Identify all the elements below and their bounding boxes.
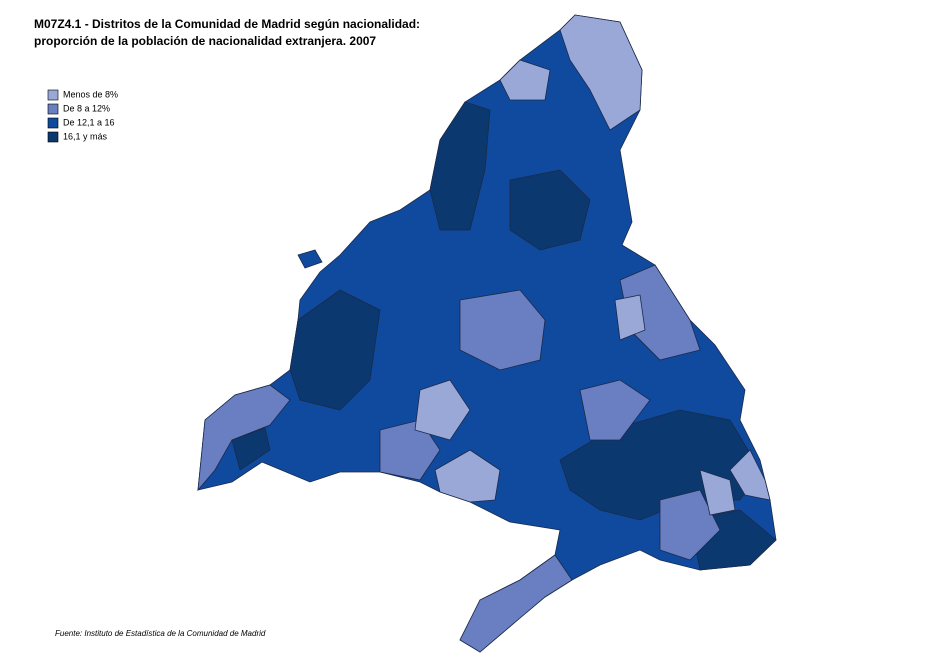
source: Fuente: Instituto de Estadística de la C… bbox=[55, 629, 266, 638]
zone bbox=[197, 384, 291, 492]
zone bbox=[699, 469, 736, 516]
title-line: proporción de la población de nacionalid… bbox=[34, 34, 376, 48]
zone bbox=[659, 489, 721, 561]
zone bbox=[729, 449, 771, 501]
legend-swatch bbox=[47, 103, 59, 115]
zone bbox=[459, 554, 573, 653]
legend-label: De 12,1 a 16 bbox=[63, 117, 115, 127]
zone bbox=[429, 101, 491, 231]
zone bbox=[414, 379, 471, 441]
legend-swatch bbox=[47, 131, 59, 143]
zone bbox=[379, 419, 441, 481]
island bbox=[297, 249, 323, 269]
zone bbox=[459, 289, 546, 371]
zone bbox=[499, 59, 551, 101]
legend-label: De 8 a 12% bbox=[63, 103, 110, 113]
zone bbox=[434, 449, 501, 503]
zone bbox=[619, 264, 701, 361]
legend-swatch bbox=[47, 117, 59, 129]
zone bbox=[579, 379, 651, 441]
map bbox=[197, 14, 777, 653]
legend-label: 16,1 y más bbox=[63, 131, 108, 141]
zone bbox=[289, 289, 381, 411]
legend-swatch bbox=[47, 89, 59, 101]
zone bbox=[509, 169, 591, 251]
zone bbox=[231, 427, 271, 471]
zone bbox=[559, 14, 643, 131]
legend: Menos de 8% De 8 a 12% De 12,1 a 16 16,1 y … bbox=[47, 89, 118, 143]
zone bbox=[614, 294, 646, 341]
legend-label: Menos de 8% bbox=[63, 89, 118, 99]
title-line: M07Z4.1 - Distritos de la Comunidad de M… bbox=[34, 17, 420, 31]
